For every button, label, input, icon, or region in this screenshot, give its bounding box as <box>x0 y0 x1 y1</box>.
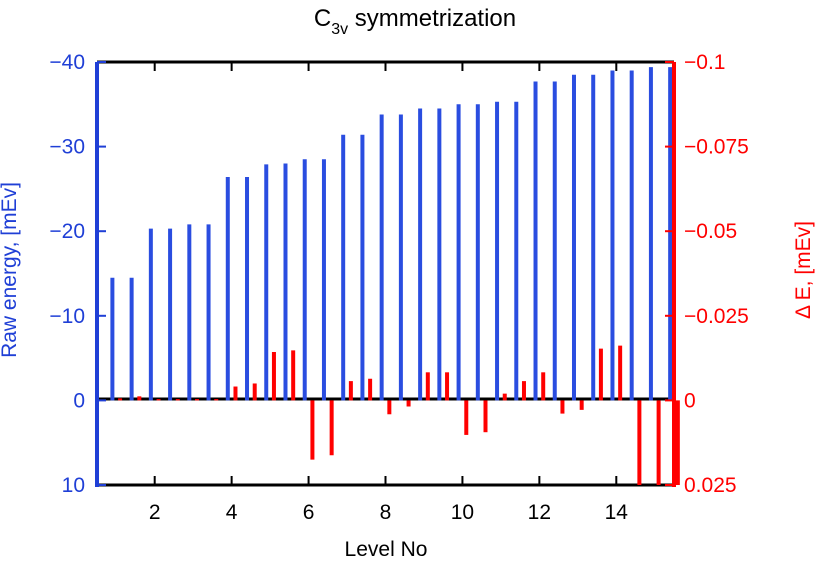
y-axis-right-label: Δ E, [mEv] <box>792 221 815 319</box>
y-axis-left-label: Raw energy, [mEv] <box>0 182 21 358</box>
x-tick-label-6: 6 <box>303 501 315 524</box>
y-right-tick-label-3: −0.025 <box>684 305 749 328</box>
delta-e-bars <box>118 345 680 485</box>
chart-title-base: C <box>314 5 331 32</box>
y-left-tick-label-1: −30 <box>49 136 85 159</box>
x-tick-label-14: 14 <box>605 501 629 524</box>
y-left-tick-label-2: −20 <box>49 220 85 243</box>
x-tick-label-10: 10 <box>451 501 474 524</box>
y-left-tick-label-0: −40 <box>49 51 85 74</box>
x-axis-label: Level No <box>345 538 428 561</box>
chart-title: C3v symmetrization <box>314 5 516 38</box>
y-right-tick-label-0: −0.1 <box>684 51 725 74</box>
y-right-tick-label-4: 0 <box>684 389 696 412</box>
y-left-tick-label-4: 0 <box>73 389 85 412</box>
x-tick-label-4: 4 <box>226 501 238 524</box>
x-tick-label-2: 2 <box>149 501 161 524</box>
chart-title-rest: symmetrization <box>348 5 516 32</box>
y-right-tick-label-1: −0.075 <box>684 136 749 159</box>
chart-title-subscript: 3v <box>331 21 348 38</box>
y-left-tick-label-3: −10 <box>49 305 85 328</box>
y-right-tick-label-5: 0.025 <box>684 474 737 497</box>
x-tick-label-8: 8 <box>380 501 392 524</box>
y-left-tick-label-5: 10 <box>62 474 85 497</box>
y-right-ticks: −0.1 −0.075 −0.05 −0.025 0 0.025 <box>665 51 749 497</box>
raw-energy-bars <box>110 67 673 401</box>
y-left-ticks: −40 −30 −20 −10 0 10 <box>49 51 106 497</box>
x-tick-label-12: 12 <box>528 501 551 524</box>
x-ticks: 2 4 6 8 10 12 14 <box>149 62 628 524</box>
y-right-tick-label-2: −0.05 <box>684 220 737 243</box>
